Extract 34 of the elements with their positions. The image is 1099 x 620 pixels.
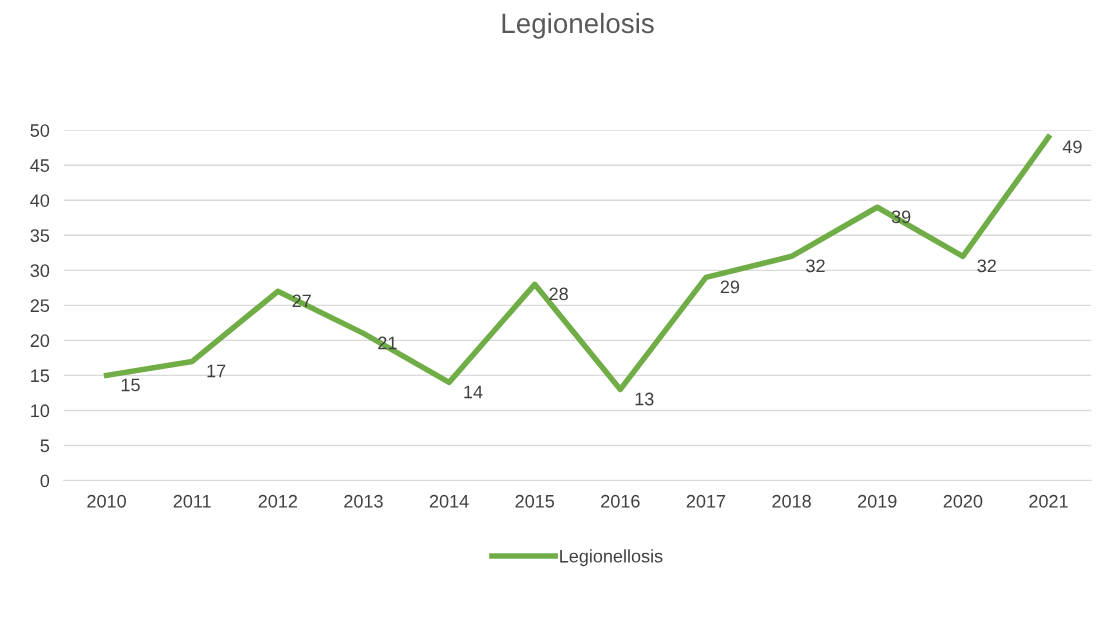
x-tick-label: 2021 [1029,494,1068,508]
data-label: 32 [977,259,996,273]
x-tick-label: 2020 [943,494,983,508]
y-tick-label: 10 [31,404,50,418]
chart-title: Legionelosis [502,12,654,39]
y-tick-label: 30 [30,264,50,278]
data-label: 13 [635,392,654,406]
y-tick-label: 50 [30,124,50,137]
x-tick-label: 2017 [686,494,726,508]
data-label: 32 [806,259,825,273]
data-label: 14 [464,385,483,399]
data-label: 17 [207,364,226,378]
x-tick-label: 2016 [601,494,640,508]
y-tick-label: 0 [40,474,50,488]
x-tick-label: 2012 [258,494,297,508]
x-tick-label: 2014 [429,494,469,508]
y-tick-label: 15 [31,369,50,383]
y-tick-label: 40 [30,194,50,207]
x-tick-label: 2011 [173,494,211,508]
x-tick-label: 2018 [772,494,811,508]
x-tick-label: 2015 [515,494,555,508]
y-tick-label: 5 [40,439,50,453]
x-tick-label: 2013 [344,494,383,508]
y-tick-label: 25 [30,299,50,313]
data-label: 28 [549,287,568,301]
data-label: 15 [121,378,140,392]
y-tick-label: 45 [30,159,50,172]
y-tick-label: 35 [30,229,50,243]
x-tick-label: 2019 [858,494,897,508]
x-tick-label: 2010 [87,494,126,508]
legend-label: Legionellosis [560,549,663,567]
data-label: 49 [1062,140,1082,154]
y-tick-label: 20 [30,334,50,348]
data-label: 29 [720,280,740,294]
